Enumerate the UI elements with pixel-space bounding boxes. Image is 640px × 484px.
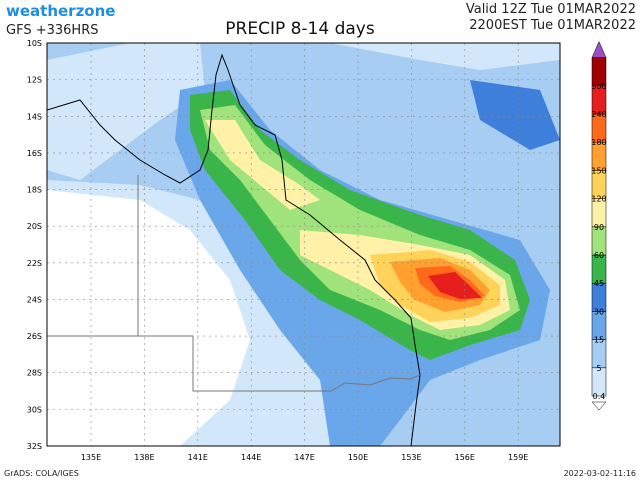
map-frame [46,42,561,447]
lat-label: 28S [27,369,42,378]
lat-label: 26S [27,332,42,341]
legend-label: 0.4 [593,392,606,401]
coastline [47,53,421,446]
lat-label: 14S [27,112,42,121]
legend-label: 300 [591,82,606,91]
legend-label: 120 [591,195,606,204]
lat-label: 10S [27,39,42,48]
lon-label: 141E [188,453,208,462]
lon-label: 135E [81,453,101,462]
timestamp: 2022-03-02-11:16 [564,469,636,478]
legend-label: 45 [594,279,604,288]
lon-label: 144E [241,453,261,462]
legend-label: 240 [591,110,606,119]
lon-label: 159E [508,453,528,462]
lat-label: 22S [27,259,42,268]
legend-label: 5 [596,364,601,373]
lon-label: 156E [455,453,475,462]
lat-label: 30S [27,405,42,414]
lat-label: 12S [27,76,42,85]
field-red [428,272,482,299]
map-field [47,43,560,446]
field-light [330,43,560,70]
lat-label: 20S [27,222,42,231]
legend-label: 60 [594,251,604,260]
field-blue [470,80,560,150]
legend-label: 15 [594,336,604,345]
lon-label: 153E [401,453,421,462]
legend-label: 150 [591,166,606,175]
legend-label: 30 [594,307,604,316]
brand: weatherzone [6,2,115,20]
lon-label: 138E [134,453,154,462]
legend-label: 90 [594,223,604,232]
lat-label: 16S [27,149,42,158]
local-time: 2200EST Tue 01MAR2022 [469,18,636,33]
valid-time: Valid 12Z Tue 01MAR2022 [466,2,636,17]
legend-base [591,401,607,411]
field-light [47,43,205,180]
lat-label: 32S [27,442,42,451]
model-run: GFS +336HRS [6,23,98,38]
lon-label: 150E [348,453,368,462]
lat-label: 18S [27,186,42,195]
lon-label: 147E [294,453,314,462]
credit: GrADS: COLA/IGES [4,469,79,478]
state-borders [47,175,421,392]
map-title: PRECIP 8-14 days [225,19,375,39]
legend-label: 180 [591,138,606,147]
legend-cap [591,40,607,58]
lat-label: 24S [27,295,42,304]
colorbar: 0.4 5 15 30 45 60 90 120 150 180 240 300 [591,40,607,411]
field-yellow [205,120,320,210]
field-dry [47,190,250,446]
